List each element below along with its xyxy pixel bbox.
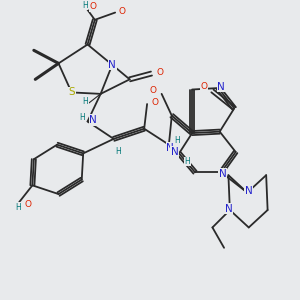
Text: H: H bbox=[15, 202, 21, 211]
Text: O: O bbox=[150, 86, 157, 95]
Text: N: N bbox=[108, 60, 116, 70]
Text: H: H bbox=[174, 136, 180, 145]
Text: O: O bbox=[25, 200, 32, 209]
Text: N: N bbox=[224, 204, 232, 214]
Text: O: O bbox=[90, 2, 97, 11]
Text: N: N bbox=[171, 147, 178, 157]
Text: O: O bbox=[201, 82, 208, 91]
Text: N: N bbox=[217, 82, 225, 92]
Text: H: H bbox=[184, 157, 190, 166]
Text: N: N bbox=[245, 186, 253, 196]
Text: H: H bbox=[115, 148, 121, 157]
Text: H: H bbox=[82, 1, 88, 10]
Text: H: H bbox=[83, 97, 88, 106]
Text: O: O bbox=[157, 68, 164, 76]
Text: S: S bbox=[68, 87, 75, 98]
Text: N: N bbox=[89, 115, 97, 125]
Text: N: N bbox=[219, 169, 226, 179]
Text: O: O bbox=[119, 7, 126, 16]
Text: O: O bbox=[152, 98, 159, 107]
Text: H: H bbox=[79, 113, 85, 122]
Text: N: N bbox=[167, 142, 174, 153]
